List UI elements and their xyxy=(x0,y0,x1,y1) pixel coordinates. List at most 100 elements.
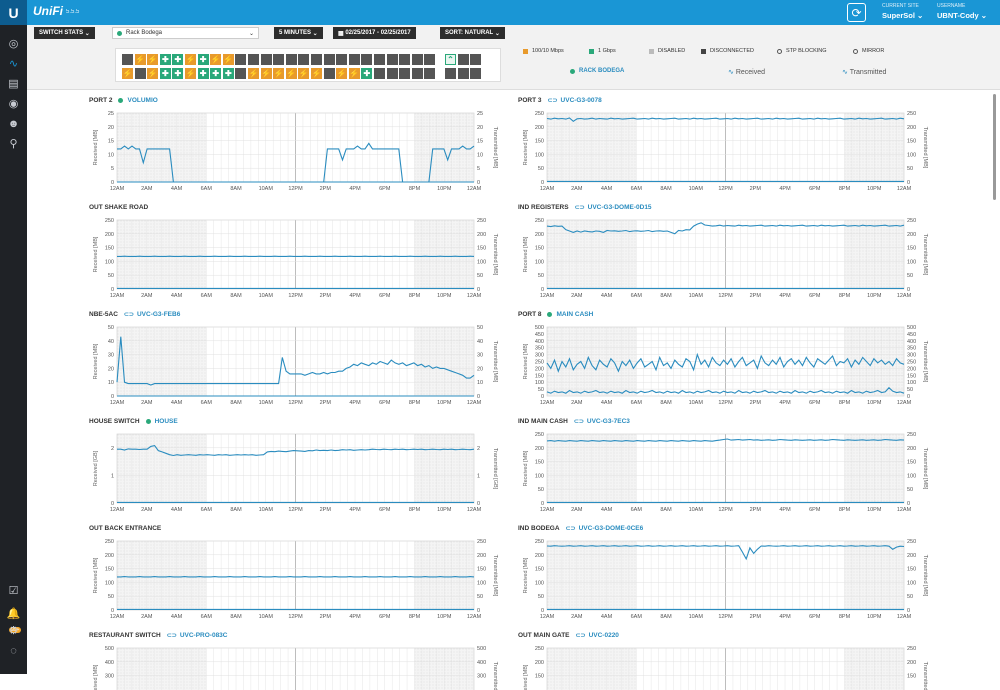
current-site-select[interactable]: SuperSol ⌄ xyxy=(882,11,923,20)
switch-port-bottom-14[interactable]: ⚡ xyxy=(286,68,297,79)
page-scrollbar[interactable] xyxy=(993,94,996,200)
switch-port-bottom-16[interactable]: ⚡ xyxy=(311,68,322,79)
chart-client-link[interactable]: ⊂⊃UVC-G3-FEB6 xyxy=(124,311,180,318)
switch-port-top-1[interactable] xyxy=(122,54,133,65)
stats-type-select[interactable]: SWITCH STATS ⌄ xyxy=(34,27,95,39)
switch-port-top-3[interactable]: ⚡ xyxy=(147,54,158,65)
switch-port-top-6[interactable]: ⚡ xyxy=(185,54,196,65)
switch-port-top-8[interactable]: ⚡ xyxy=(210,54,221,65)
x-tick-label: 6AM xyxy=(631,186,643,192)
switch-port-top-13[interactable] xyxy=(273,54,284,65)
switch-port-bottom-27[interactable] xyxy=(458,68,469,79)
switch-port-top-5[interactable]: ✚ xyxy=(172,54,183,65)
map-icon[interactable]: ▤ xyxy=(6,76,21,91)
refresh-button[interactable]: ⟳ xyxy=(847,3,866,22)
chart-client-link[interactable]: ⊂⊃UVC-G3-7EC3 xyxy=(574,418,630,425)
statistics-icon[interactable]: ∿ xyxy=(6,56,21,71)
switch-port-bottom-13[interactable]: ⚡ xyxy=(273,68,284,79)
switch-port-top-22[interactable] xyxy=(387,54,398,65)
insights-icon[interactable]: ⚲ xyxy=(6,136,21,151)
username-menu[interactable]: UBNT-Cody ⌄ xyxy=(937,11,987,20)
switch-port-bottom-24[interactable] xyxy=(412,68,423,79)
chart-title-text: OUT BACK ENTRANCE xyxy=(89,525,161,532)
chart-client-link[interactable]: MAIN CASH xyxy=(547,311,593,318)
received-series-legend[interactable]: ∿ Received xyxy=(728,68,765,76)
chart-client-link[interactable]: ⊂⊃UVC-G3-DOME-0CE6 xyxy=(566,525,644,532)
switch-port-top-25[interactable] xyxy=(424,54,435,65)
switch-port-bottom-12[interactable]: ⚡ xyxy=(261,68,272,79)
settings-icon[interactable]: ⚙ xyxy=(6,623,21,638)
switch-port-bottom-8[interactable]: ✚ xyxy=(210,68,221,79)
legend-label: MIRROR xyxy=(862,48,884,54)
chart-client-link[interactable]: HOUSE xyxy=(146,418,178,425)
switch-port-bottom-2[interactable] xyxy=(135,68,146,79)
date-range-picker[interactable]: ▦ 02/25/2017 - 02/25/2017 xyxy=(333,27,416,39)
switch-port-top-19[interactable] xyxy=(349,54,360,65)
switch-port-bottom-21[interactable] xyxy=(374,68,385,79)
switch-port-bottom-19[interactable]: ⚡ xyxy=(349,68,360,79)
switch-port-top-4[interactable]: ✚ xyxy=(160,54,171,65)
switch-port-bottom-20[interactable]: ✚ xyxy=(361,68,372,79)
chat-icon[interactable]: ◌ xyxy=(6,643,21,658)
switch-port-top-21[interactable] xyxy=(374,54,385,65)
switch-port-bottom-18[interactable]: ⚡ xyxy=(336,68,347,79)
transmitted-series-legend[interactable]: ∿ Transmitted xyxy=(842,68,886,76)
switch-port-top-27[interactable] xyxy=(458,54,469,65)
switch-port-top-26[interactable]: ⌃ xyxy=(445,54,456,65)
switch-port-bottom-5[interactable]: ✚ xyxy=(172,68,183,79)
switch-port-top-23[interactable] xyxy=(399,54,410,65)
chart-client-link[interactable]: ⊂⊃UVC-0220 xyxy=(576,632,619,639)
switch-port-bottom-15[interactable]: ⚡ xyxy=(298,68,309,79)
sort-select[interactable]: SORT: NATURAL ⌄ xyxy=(440,27,505,39)
switch-port-bottom-1[interactable]: ⚡ xyxy=(122,68,133,79)
switch-port-top-10[interactable] xyxy=(235,54,246,65)
ubiquiti-logo-icon[interactable]: U xyxy=(0,0,27,25)
switch-port-top-9[interactable]: ⚡ xyxy=(223,54,234,65)
switch-port-top-12[interactable] xyxy=(261,54,272,65)
alerts-icon[interactable]: 🔔 xyxy=(6,606,21,621)
clients-icon[interactable]: ☻ xyxy=(6,116,21,131)
switch-port-bottom-7[interactable]: ✚ xyxy=(198,68,209,79)
switch-port-bottom-10[interactable] xyxy=(235,68,246,79)
events-icon[interactable]: ☑ xyxy=(6,583,21,598)
switch-port-bottom-26[interactable] xyxy=(445,68,456,79)
switch-port-top-18[interactable] xyxy=(336,54,347,65)
switch-port-top-17[interactable] xyxy=(324,54,335,65)
y-tick-label: 1 xyxy=(111,473,114,479)
switch-port-bottom-9[interactable]: ✚ xyxy=(223,68,234,79)
switch-port-bottom-3[interactable]: ⚡ xyxy=(147,68,158,79)
refresh-icon: ⟳ xyxy=(851,6,861,20)
switch-port-bottom-23[interactable] xyxy=(399,68,410,79)
switch-port-bottom-17[interactable] xyxy=(324,68,335,79)
switch-port-top-28[interactable] xyxy=(470,54,481,65)
switch-port-bottom-28[interactable] xyxy=(470,68,481,79)
x-tick-label: 4PM xyxy=(349,400,361,406)
stats-toolbar: SWITCH STATS ⌄ Rack Bodega⌄ 5 MINUTES ⌄ … xyxy=(27,25,1000,90)
chart-client-link[interactable]: VOLUMIO xyxy=(118,97,157,104)
switch-port-top-24[interactable] xyxy=(412,54,423,65)
switch-port-top-7[interactable]: ✚ xyxy=(198,54,209,65)
chart-title: NBE-5AC⊂⊃UVC-G3-FEB6 xyxy=(89,311,180,318)
switch-port-top-2[interactable]: ⚡ xyxy=(135,54,146,65)
switch-port-top-15[interactable] xyxy=(298,54,309,65)
switch-port-bottom-11[interactable]: ⚡ xyxy=(248,68,259,79)
chart-client-link[interactable]: ⊂⊃UVC-G3-0078 xyxy=(547,97,601,104)
switch-port-bottom-4[interactable]: ✚ xyxy=(160,68,171,79)
chart-client-link[interactable]: ⊂⊃UVC-G3-DOME-0D15 xyxy=(575,204,652,211)
interval-select[interactable]: 5 MINUTES ⌄ xyxy=(274,27,323,39)
switch-port-top-11[interactable] xyxy=(248,54,259,65)
devices-icon[interactable]: ◉ xyxy=(6,96,21,111)
switch-port-top-14[interactable] xyxy=(286,54,297,65)
switch-port-top-16[interactable] xyxy=(311,54,322,65)
x-tick-label: 8PM xyxy=(839,507,851,513)
switch-port-top-20[interactable] xyxy=(361,54,372,65)
switch-port-bottom-25[interactable] xyxy=(424,68,435,79)
chart-client-link[interactable]: ⊂⊃UVC-PRO-083C xyxy=(167,632,228,639)
switch-port-bottom-6[interactable]: ⚡ xyxy=(185,68,196,79)
dashboard-icon[interactable]: ◎ xyxy=(6,36,21,51)
x-tick-label: 2AM xyxy=(141,186,153,192)
switch-port-bottom-22[interactable] xyxy=(387,68,398,79)
device-select[interactable]: Rack Bodega⌄ xyxy=(112,27,259,39)
y-tick-label: 200 xyxy=(907,660,916,666)
